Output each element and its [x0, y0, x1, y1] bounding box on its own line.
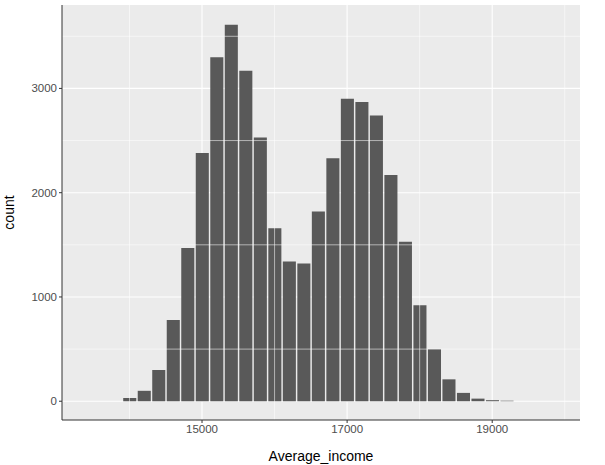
svg-text:3000: 3000: [31, 82, 57, 94]
svg-text:15000: 15000: [186, 423, 218, 435]
svg-text:1000: 1000: [31, 291, 57, 303]
svg-text:2000: 2000: [31, 187, 57, 199]
svg-text:count: count: [8, 195, 17, 229]
svg-text:19000: 19000: [476, 423, 508, 435]
svg-text:17000: 17000: [331, 423, 363, 435]
svg-text:Average_income: Average_income: [269, 448, 374, 464]
svg-text:0: 0: [51, 395, 57, 407]
